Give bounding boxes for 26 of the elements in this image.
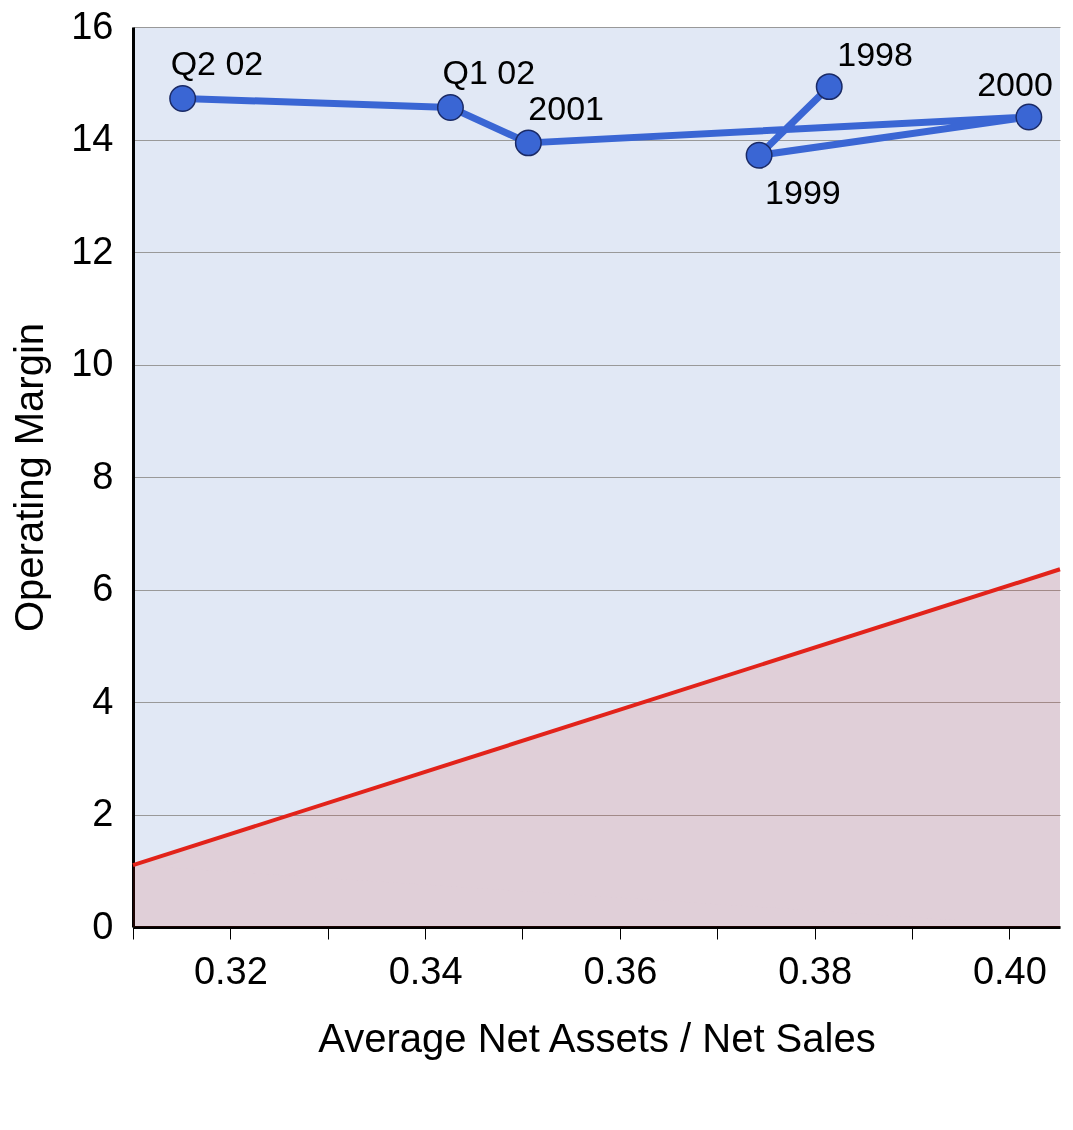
annotation: 1999	[765, 173, 841, 212]
x-tick-label: 0.38	[778, 949, 853, 992]
x-tick-label: 0.32	[193, 949, 268, 992]
y-tick-label: 2	[92, 792, 114, 834]
y-axis-title: Operating Margin	[7, 322, 52, 633]
x-axis-title: Average Net Assets / Net Sales	[318, 1015, 876, 1060]
y-tick-label: 16	[71, 4, 114, 47]
annotation: 1998	[837, 34, 913, 73]
point	[1015, 103, 1043, 131]
x-tick-label: 0.40	[972, 949, 1047, 992]
point	[745, 141, 773, 169]
y-tick-label: 14	[71, 117, 114, 159]
y-tick-label: 0	[92, 904, 114, 947]
y-tick-label: 8	[92, 454, 114, 497]
point	[815, 73, 843, 101]
point	[169, 84, 197, 112]
x-tick-label: 0.36	[583, 949, 658, 992]
y-tick-label: 6	[92, 567, 114, 609]
y-tick-label: 12	[71, 229, 114, 272]
annotation: 2000	[977, 65, 1053, 103]
y-tick-label: 4	[92, 679, 114, 722]
point	[436, 93, 464, 121]
annotation: Q2 02	[170, 44, 264, 83]
point	[514, 129, 542, 157]
x-tick-label: 0.34	[388, 949, 463, 992]
y-tick-label: 10	[71, 342, 114, 384]
